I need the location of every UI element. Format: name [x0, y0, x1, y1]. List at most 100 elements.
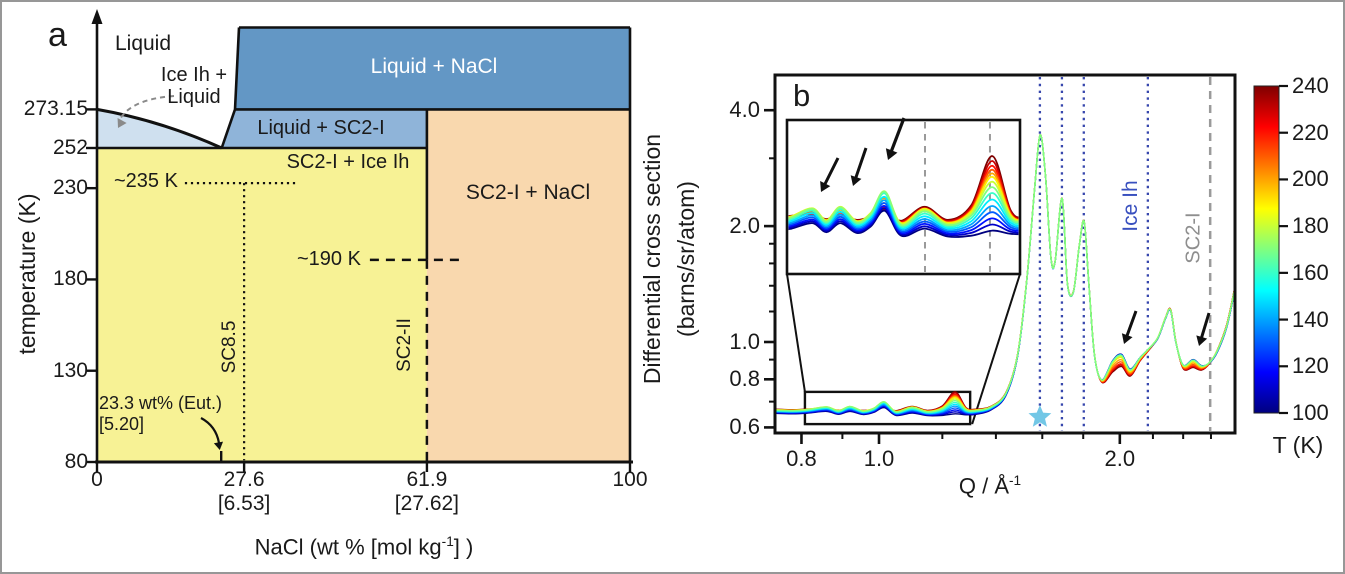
ice-liquid-pointer-arrow — [119, 95, 175, 120]
colorbar-tick-200: 200 — [1292, 166, 1329, 192]
arrowhead — [850, 175, 862, 186]
arrowhead — [820, 181, 831, 192]
zoom-connector-right — [971, 273, 1021, 425]
ice-ih-line-label: Ice Ih — [1118, 180, 1142, 232]
panel-a-xlabel-pre: NaCl (wt % [mol kg — [254, 534, 442, 560]
region-label-liquid-sc2i: Liquid + SC2-I — [257, 117, 385, 139]
panel-a-xtick-sub-27.6: [6.53] — [217, 492, 271, 515]
region-label-liquid: Liquid — [114, 32, 172, 55]
panel-a-xtick-100: 100 — [612, 468, 648, 491]
region-label-liquid-nacl: Liquid + NaCl — [370, 55, 498, 78]
region-label-sc2i-ice: SC2-I + Ice Ih — [286, 151, 410, 173]
panel-a — [86, 9, 633, 472]
inset-curve-T130 — [788, 202, 1019, 233]
panel-b-xtick-2: 2.0 — [1104, 446, 1136, 471]
panel-b-xtick-1: 1.0 — [863, 446, 895, 471]
region-sc2-i-ice-ih — [97, 148, 427, 462]
inset-curve-T120 — [788, 205, 1019, 235]
panel-b-label: b — [793, 78, 811, 113]
colorbar-gradient — [1253, 85, 1280, 414]
zoom-connector-left — [786, 273, 806, 393]
panel-a-xlabel: NaCl (wt % [mol kg-1] ) — [254, 534, 474, 560]
panel-a-xtick-0: 0 — [91, 468, 103, 491]
panel-b-ytick-0.8: 0.8 — [729, 366, 760, 392]
panel-b-ytick-1.0: 1.0 — [729, 329, 760, 354]
colorbar-label: T (K) — [1272, 432, 1324, 458]
panel-b-ylabel-line2: (barns/sr/atom) — [673, 181, 699, 337]
panel-b-xlabel: Q / Å-1 — [958, 473, 1022, 499]
pointer-arrow — [822, 157, 840, 188]
inset-curve-T170 — [788, 186, 1019, 227]
panel-a-ytick-180: 180 — [52, 267, 88, 291]
colorbar-tick-140: 140 — [1292, 306, 1329, 332]
panel-b-ytick-2.0: 2.0 — [729, 213, 760, 239]
panel-a-ytick-80: 80 — [64, 450, 88, 473]
liquidus-curve — [96, 107, 223, 150]
colorbar-tick-120: 120 — [1292, 353, 1329, 379]
curve-T170 — [776, 134, 1234, 413]
inset-curve-T160 — [788, 192, 1019, 228]
region-liquid-sc2-i — [221, 109, 427, 148]
panel-a-ytick-273.15: 273.15 — [23, 97, 88, 121]
colorbar-tick-180: 180 — [1292, 213, 1329, 239]
panel-b-ytick-0.6: 0.6 — [729, 414, 760, 440]
pointer-arrow — [1199, 312, 1211, 341]
annotation-190k: ~190 K — [297, 248, 361, 270]
panel-a-xtick-sub-61.9: [27.62] — [394, 492, 460, 515]
region-liquid-nacl — [235, 27, 630, 110]
inset-zoom-panel — [785, 118, 1022, 276]
panel-b-xlabel-pre: Q / Å — [958, 473, 1009, 499]
pointer-arrow — [1124, 310, 1138, 339]
pointer-arrow — [888, 117, 906, 155]
colorbar-tick-240: 240 — [1292, 73, 1329, 98]
inset-curve-T110 — [788, 207, 1019, 237]
panel-a-xlabel-post: ] ) — [453, 534, 474, 560]
y-axis-arrowhead — [91, 9, 103, 24]
panel-b-xtick-0.8: 0.8 — [786, 446, 817, 471]
colorbar-tick-160: 160 — [1292, 259, 1329, 285]
region-label-sc2i-nacl: SC2-I + NaCl — [465, 181, 591, 204]
region-label-ice-liquid: Ice Ih + Liquid — [161, 64, 227, 108]
panel-b-ylabel: Differential cross section (barns/sr/ato… — [635, 134, 703, 384]
arrowhead — [213, 441, 224, 450]
annotation-sc85: SC8.5 — [219, 320, 241, 374]
region-sc2-i-nacl — [426, 109, 630, 463]
panel-a-ytick-130: 130 — [52, 358, 88, 382]
panel-a-xtick-27.6: 27.6 — [223, 468, 265, 491]
colorbar — [1253, 84, 1288, 415]
annotation-235k: ~235 K — [114, 170, 178, 192]
inset-curve-T140 — [788, 199, 1019, 232]
zoom-source-rect — [803, 390, 972, 426]
panel-a-ytick-252: 252 — [52, 136, 88, 159]
panel-a-ytick-230: 230 — [52, 176, 88, 200]
colorbar-tick-220: 220 — [1292, 119, 1329, 145]
colorbar-tick-100: 100 — [1292, 400, 1329, 425]
arrowhead — [117, 118, 127, 128]
annotation-sc2ii: SC2-II — [394, 318, 416, 372]
annotation-eutectic-line1: 23.3 wt% (Eut.) — [99, 393, 223, 413]
arrowhead — [1121, 333, 1133, 344]
panel-a-xtick-61.9: 61.9 — [406, 468, 448, 491]
panel-b-xlabel-sup: -1 — [1009, 473, 1022, 488]
star-cyan — [1028, 405, 1052, 427]
region-label-ice-liquid-line2: Liquid — [167, 86, 221, 108]
panel-a-xlabel-sup: -1 — [441, 534, 454, 549]
panel-b-frame — [773, 73, 1237, 435]
inset-curve-T100 — [788, 209, 1019, 238]
annotation-eutectic-line2: [5.20] — [99, 414, 145, 434]
region-label-ice-liquid-line1: Ice Ih + — [160, 64, 228, 86]
annotation-arrows — [820, 117, 1211, 346]
panel-b-ytick-4.0: 4.0 — [729, 97, 760, 123]
panel-b-ylabel-line1: Differential cross section — [639, 133, 665, 385]
inset-curve-T150 — [788, 196, 1019, 230]
eutectic-pointer-arrow — [200, 417, 221, 444]
diffraction-curves — [776, 134, 1234, 417]
arrowhead — [1196, 335, 1208, 346]
panel-b — [764, 73, 1237, 444]
panel-a-label: a — [48, 16, 67, 54]
arrowhead — [885, 148, 898, 160]
region-ice-liquid — [97, 109, 222, 148]
pointer-arrow — [853, 147, 868, 181]
